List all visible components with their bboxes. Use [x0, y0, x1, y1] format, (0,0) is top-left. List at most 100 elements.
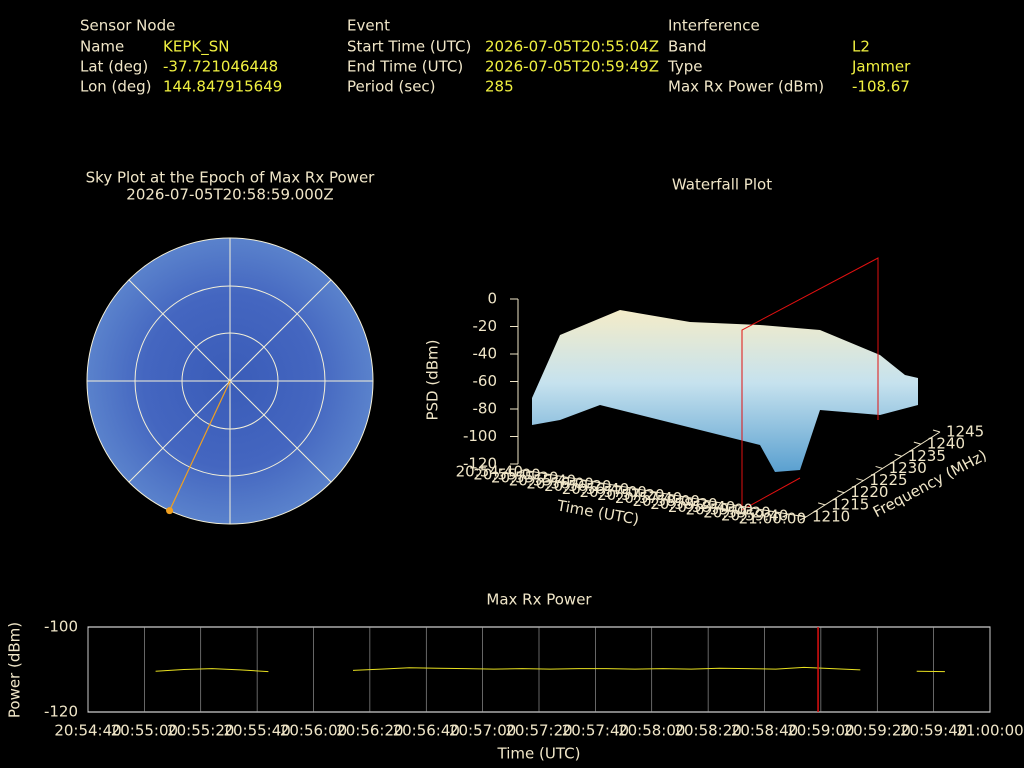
y-tick-label: 1230	[889, 459, 927, 477]
field-label: Start Time (UTC)	[347, 38, 471, 56]
z-tick-label: -120	[463, 455, 497, 473]
field-value: -108.67	[852, 78, 910, 96]
x-tick-label: 20:55:20	[167, 722, 234, 740]
x-tick-label: 20:57:20	[505, 722, 572, 740]
x-tick-label: 20:56:00	[280, 722, 347, 740]
x-tick-label: 20:55:00	[473, 465, 540, 483]
x-tick-label: 20:58:20	[674, 722, 741, 740]
y-tick-label: 1225	[869, 471, 907, 489]
field-label: Max Rx Power (dBm)	[668, 78, 824, 96]
y-axis-label: Power (dBm)	[6, 622, 24, 718]
chart-title: Sky Plot at the Epoch of Max Rx Power	[86, 169, 376, 187]
x-tick	[516, 469, 524, 474]
y-tick	[856, 478, 864, 482]
z-tick-label: -80	[473, 400, 498, 418]
y-tick-label: 1245	[946, 423, 984, 441]
y-tick-label: 1235	[908, 447, 946, 465]
x-tick	[658, 493, 665, 497]
x-tick-label: 20:54:40	[456, 463, 523, 481]
y-tick	[932, 429, 941, 433]
x-tick-label: 20:57:40	[562, 722, 629, 740]
line	[155, 666, 945, 673]
x-tick-label: 20:56:40	[393, 722, 460, 740]
y-tick	[837, 490, 845, 494]
x-tick	[675, 495, 683, 500]
x-tick	[569, 478, 577, 483]
satellite-ray	[169, 380, 231, 511]
x-tick-label: 20:59:00	[787, 722, 854, 740]
x-tick-label: 20:59:20	[703, 504, 770, 522]
x-tick-label: 20:57:00	[449, 722, 516, 740]
satellite	[166, 507, 174, 515]
y-tick-label: 1220	[850, 483, 888, 501]
epoch-plane	[741, 257, 879, 510]
x-tick	[764, 510, 771, 515]
field-label: Period (sec)	[347, 78, 436, 96]
z-tick-label: -40	[473, 345, 498, 363]
x-tick	[799, 516, 807, 521]
x-tick-label: 21:00:00	[739, 510, 806, 528]
y-axis	[805, 431, 941, 518]
x-tick-label: 20:59:40	[721, 507, 788, 525]
field-value: 2026-07-05T20:55:04Z	[485, 38, 659, 56]
z-tick-label: -100	[463, 427, 497, 445]
y-tick	[894, 453, 902, 457]
x-tick-label: 20:57:00	[579, 483, 646, 501]
x-tick-label: 20:58:40	[668, 498, 735, 516]
field-value: -37.721046448	[163, 58, 278, 76]
x-tick-label: 20:55:40	[509, 471, 576, 489]
x-tick-label: 20:55:00	[111, 722, 178, 740]
x-tick-label: 20:56:40	[562, 480, 629, 498]
x-tick	[605, 484, 612, 489]
epoch-plane	[741, 477, 801, 511]
x-tick-label: 20:57:20	[597, 486, 664, 504]
field-label: End Time (UTC)	[347, 58, 463, 76]
y-tick-label: -100	[44, 618, 78, 636]
x-tick	[552, 475, 559, 480]
field-label: Band	[668, 38, 707, 56]
field-label: Name	[80, 38, 124, 56]
z-tick-label: -60	[473, 372, 498, 390]
x-tick	[746, 507, 754, 512]
x-tick-label: 20:56:20	[544, 477, 611, 495]
x-tick	[534, 472, 541, 477]
field-value: L2	[852, 38, 870, 56]
x-tick-label: 20:58:00	[633, 492, 700, 510]
x-tick-label: 20:56:00	[526, 474, 593, 492]
x-tick	[711, 501, 718, 506]
x-tick-label: 20:55:40	[223, 722, 290, 740]
x-axis-label: Time (UTC)	[497, 745, 581, 763]
field-value: KEPK_SN	[163, 38, 229, 57]
x-tick-label: 20:59:40	[900, 722, 967, 740]
x-tick	[587, 481, 594, 486]
y-tick-label: -120	[44, 703, 78, 721]
x-tick-label: 20:58:40	[731, 722, 798, 740]
y-tick	[818, 502, 826, 506]
x-tick	[782, 513, 789, 518]
z-axis-label: PSD (dBm)	[424, 339, 442, 420]
chart-subtitle: 2026-07-05T20:58:59.000Z	[126, 186, 333, 204]
y-tick	[913, 441, 921, 445]
field-label: Lat (deg)	[80, 58, 148, 76]
x-tick-label: 20:55:20	[491, 468, 558, 486]
x-tick-label: 21:00:00	[956, 722, 1023, 740]
x-tick-label: 20:54:40	[54, 722, 121, 740]
field-label: Lon (deg)	[80, 78, 152, 96]
x-tick-label: 20:56:20	[336, 722, 403, 740]
header-title: Sensor Node	[80, 17, 175, 35]
x-tick-label: 20:58:20	[650, 495, 717, 513]
chart-title: Max Rx Power	[486, 591, 592, 609]
chart-title: Waterfall Plot	[672, 176, 772, 194]
y-tick	[875, 465, 883, 469]
x-tick	[729, 504, 736, 509]
header-title: Interference	[668, 17, 760, 35]
field-value: 144.847915649	[163, 78, 282, 96]
x-tick	[622, 487, 630, 492]
z-tick-label: -20	[473, 317, 498, 335]
y-tick-label: 1210	[812, 508, 850, 526]
y-tick	[798, 514, 807, 518]
z-tick-label: 0	[487, 290, 497, 308]
field-value: 2026-07-05T20:59:49Z	[485, 58, 659, 76]
